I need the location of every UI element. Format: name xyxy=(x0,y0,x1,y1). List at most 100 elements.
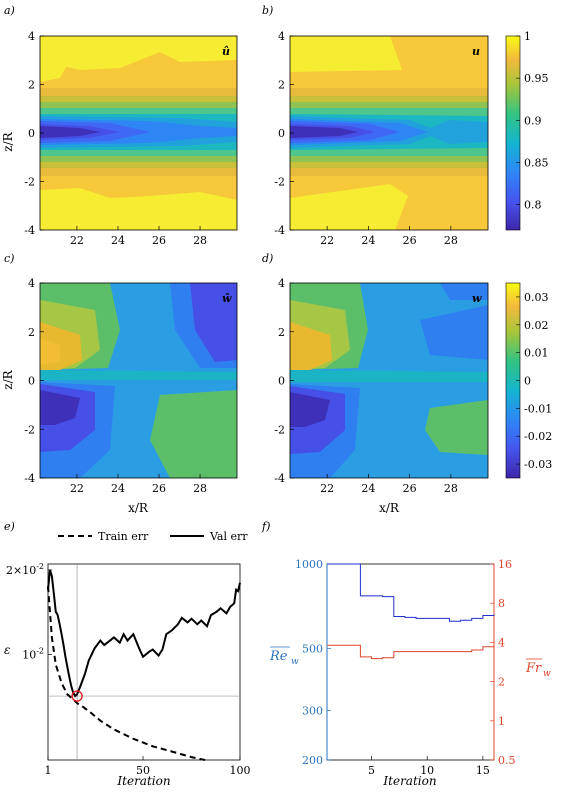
panel-e-frame xyxy=(47,563,241,761)
colorbar-tick-label: 0.8 xyxy=(524,199,542,212)
panel-a-field xyxy=(40,36,237,230)
y-tick-label: 2 xyxy=(278,79,285,92)
y-tick-label: -2 xyxy=(24,176,35,189)
x-tick-label: 50 xyxy=(136,764,150,777)
y-tick-label: 0 xyxy=(28,127,35,140)
x-tick-label: 28 xyxy=(444,482,458,495)
left-tick-label: 200 xyxy=(302,754,323,767)
colorbar-tick-label: -0.01 xyxy=(524,402,552,415)
panel-b-field xyxy=(290,36,488,230)
panel-f-ylabel-right: Fr w xyxy=(525,658,551,679)
panel-d-xlabel: x/R xyxy=(379,501,400,515)
panel-d: d) w 22 24 26 28 4 2 0 -2 -4 x/R 0.03 0.02 0.01 0 -0… xyxy=(262,252,552,515)
colorbar-tick-label: 0 xyxy=(524,375,531,388)
panel-a-ylabel: z/R xyxy=(1,131,15,151)
panel-b-annotation: u xyxy=(472,45,480,58)
panel-c-ticks: 22 24 26 28 4 2 0 -2 -4 xyxy=(24,277,207,495)
series-train-err xyxy=(47,586,206,761)
y-tick-label: 0 xyxy=(28,375,35,388)
legend-e: Train err Val err xyxy=(58,530,248,543)
colorbar-tick-label: -0.03 xyxy=(524,458,552,471)
colorbar-tick-label: 0.02 xyxy=(524,319,549,332)
left-tick-label: 300 xyxy=(302,705,323,718)
x-tick-label: 24 xyxy=(111,482,125,495)
y-tick-label: 4 xyxy=(28,277,35,290)
right-tick-label: 8 xyxy=(498,597,505,610)
panel-c: c) ŵ 22 24 26 28 4 2 0 -2 -4 z/R x/R xyxy=(1,252,238,515)
colorbar-u-ticks: 1 0.95 0.9 0.85 0.8 xyxy=(516,30,549,212)
right-tick-label: 16 xyxy=(498,558,512,571)
x-tick-label: 22 xyxy=(320,482,334,495)
right-tick-label: 1 xyxy=(498,715,505,728)
panel-f: f) 5 10 15 1000 500 300 200 16 8 4 2 1 0.5 Re w Fr w… xyxy=(261,520,551,788)
y-tick-label: 2 xyxy=(278,326,285,339)
colorbar-w-ticks: 0.03 0.02 0.01 0 -0.01 -0.02 -0.03 xyxy=(516,291,552,471)
x-tick-label: 26 xyxy=(403,482,417,495)
panel-d-ticks: 22 24 26 28 4 2 0 -2 -4 xyxy=(274,277,458,495)
x-tick-label: 26 xyxy=(152,234,166,247)
x-tick-label: 1 xyxy=(45,764,52,777)
y-tick-label: 2×10-2 xyxy=(6,562,44,577)
panel-c-field xyxy=(40,283,237,478)
colorbar-tick-label: 0.9 xyxy=(524,114,542,127)
panel-c-annotation: ŵ xyxy=(222,292,232,305)
panel-a-label: a) xyxy=(4,4,15,17)
left-tick-label: 1000 xyxy=(295,558,323,571)
x-tick-label: 28 xyxy=(193,234,207,247)
y-tick-label: -4 xyxy=(274,224,285,237)
colorbar-tick-label: 0.01 xyxy=(524,347,549,360)
re-sub: w xyxy=(291,657,299,667)
panel-f-plot: 5 10 15 1000 500 300 200 16 8 4 2 1 0.5 xyxy=(295,558,516,777)
fr-label: Fr xyxy=(525,661,542,676)
y-tick-label: 4 xyxy=(28,30,35,43)
y-tick-label: -2 xyxy=(274,423,285,436)
x-tick-label: 26 xyxy=(152,482,166,495)
panel-e-xlabel: Iteration xyxy=(116,774,170,788)
y-tick-label: 10-2 xyxy=(22,646,44,661)
panel-c-label: c) xyxy=(4,252,14,265)
panel-c-ylabel: z/R xyxy=(1,369,15,389)
panel-f-ylabel-left: Re w xyxy=(269,646,299,667)
left-tick-label: 500 xyxy=(302,642,323,655)
fr-sub: w xyxy=(543,669,551,679)
series-fr xyxy=(327,644,495,660)
y-tick-label: 0 xyxy=(278,127,285,140)
colorbar-tick-label: 0.85 xyxy=(524,157,549,170)
y-tick-label: 0 xyxy=(278,375,285,388)
panel-b: b) u 22 24 26 28 4 2 0 -2 -4 1 0.95 0.9 0.85 0.8 xyxy=(262,4,549,247)
panel-f-frame xyxy=(326,563,495,761)
panel-d-label: d) xyxy=(262,252,273,265)
right-tick-label: 2 xyxy=(498,676,505,689)
y-tick-label: 4 xyxy=(278,277,285,290)
x-tick-label: 22 xyxy=(320,234,334,247)
best-iteration-marker xyxy=(71,690,83,702)
x-tick-label: 15 xyxy=(476,764,490,777)
legend-train-label: Train err xyxy=(98,530,149,543)
panel-d-annotation: w xyxy=(472,292,482,305)
panel-b-ticks: 22 24 26 28 4 2 0 -2 -4 xyxy=(274,30,458,247)
re-label: Re xyxy=(269,649,288,664)
right-tick-label: 4 xyxy=(498,636,505,649)
series-re xyxy=(327,563,495,622)
panel-f-xlabel: Iteration xyxy=(382,774,436,788)
y-tick-label: 4 xyxy=(278,30,285,43)
y-tick-label: -4 xyxy=(274,472,285,485)
panel-a-annotation: û xyxy=(222,45,230,58)
panel-e-label: e) xyxy=(4,520,15,533)
x-tick-label: 22 xyxy=(70,482,84,495)
x-tick-label: 24 xyxy=(111,234,125,247)
x-tick-label: 28 xyxy=(193,482,207,495)
colorbar-tick-label: 0.03 xyxy=(524,291,549,304)
x-tick-label: 10 xyxy=(420,764,434,777)
panel-a: a) û 22 24 26 28 4 2 0 -2 -4 z/R xyxy=(1,4,238,247)
y-tick-label: -2 xyxy=(274,176,285,189)
legend-val-label: Val err xyxy=(209,530,248,543)
panel-b-label: b) xyxy=(262,4,273,17)
colorbar-u xyxy=(505,35,521,231)
panel-f-label: f) xyxy=(261,520,270,533)
panel-a-ticks: 22 24 26 28 4 2 0 -2 -4 xyxy=(24,30,207,247)
y-tick-label: 2 xyxy=(28,79,35,92)
right-tick-label: 0.5 xyxy=(498,754,516,767)
